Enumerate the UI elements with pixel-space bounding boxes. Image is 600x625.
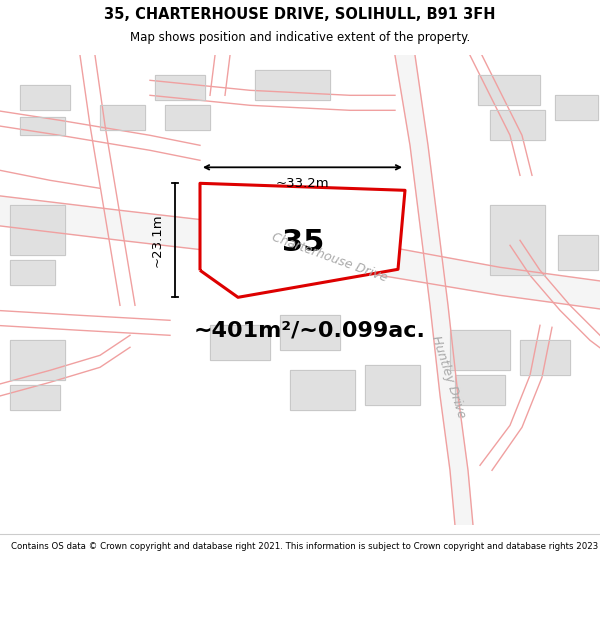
Polygon shape bbox=[365, 365, 420, 405]
Text: ~33.2m: ~33.2m bbox=[275, 177, 329, 190]
Text: Huntley Drive: Huntley Drive bbox=[428, 334, 467, 420]
Polygon shape bbox=[455, 375, 505, 405]
Polygon shape bbox=[0, 195, 600, 310]
Polygon shape bbox=[10, 340, 65, 380]
Text: Charterhouse Drive: Charterhouse Drive bbox=[271, 231, 389, 284]
Polygon shape bbox=[255, 70, 330, 100]
Polygon shape bbox=[10, 205, 65, 255]
Polygon shape bbox=[100, 105, 145, 130]
Polygon shape bbox=[10, 260, 55, 285]
Polygon shape bbox=[200, 183, 405, 298]
Polygon shape bbox=[558, 235, 598, 270]
Polygon shape bbox=[290, 370, 355, 410]
Polygon shape bbox=[210, 325, 270, 360]
Polygon shape bbox=[478, 75, 540, 105]
Text: 35, CHARTERHOUSE DRIVE, SOLIHULL, B91 3FH: 35, CHARTERHOUSE DRIVE, SOLIHULL, B91 3F… bbox=[104, 7, 496, 22]
Polygon shape bbox=[165, 105, 210, 130]
Polygon shape bbox=[280, 315, 340, 350]
Text: Contains OS data © Crown copyright and database right 2021. This information is : Contains OS data © Crown copyright and d… bbox=[11, 542, 600, 551]
Polygon shape bbox=[520, 340, 570, 375]
Polygon shape bbox=[490, 110, 545, 140]
Polygon shape bbox=[450, 330, 510, 370]
Polygon shape bbox=[20, 118, 65, 135]
Text: 35: 35 bbox=[282, 228, 325, 257]
Polygon shape bbox=[555, 95, 598, 120]
Polygon shape bbox=[20, 85, 70, 110]
Polygon shape bbox=[155, 75, 205, 100]
Polygon shape bbox=[490, 205, 545, 275]
Text: ~401m²/~0.099ac.: ~401m²/~0.099ac. bbox=[194, 320, 426, 340]
Polygon shape bbox=[10, 385, 60, 410]
Polygon shape bbox=[395, 55, 473, 525]
Text: Map shows position and indicative extent of the property.: Map shows position and indicative extent… bbox=[130, 31, 470, 44]
Text: ~23.1m: ~23.1m bbox=[151, 214, 163, 267]
